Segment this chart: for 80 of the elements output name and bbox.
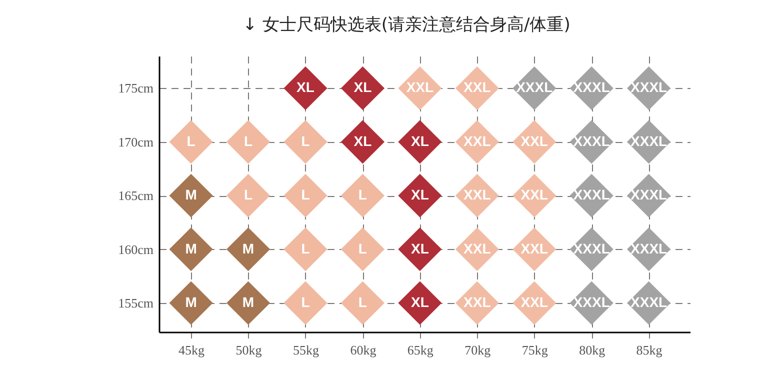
point — [169, 281, 213, 325]
y-tick-label: 155cm — [118, 296, 154, 311]
point — [169, 120, 213, 164]
text: XXL — [464, 132, 491, 149]
point — [284, 66, 328, 110]
text: L — [244, 186, 253, 203]
y-tick-label: 160cm — [118, 242, 154, 257]
series-label: XXL — [406, 79, 434, 96]
text: L — [186, 132, 196, 149]
text: XL — [410, 186, 429, 203]
point — [226, 120, 270, 164]
point — [340, 66, 384, 110]
text: L — [244, 132, 253, 149]
text: L — [358, 186, 367, 203]
x-tick-label: 55kg — [292, 342, 320, 358]
text: L — [358, 294, 367, 310]
series-label: XL — [410, 240, 430, 256]
text: XXL — [464, 186, 491, 203]
point — [226, 174, 270, 218]
chart-title: ↓ 女士尺码快选表(请亲注意结合身高/体重) — [242, 15, 570, 35]
text: XXXL — [630, 186, 668, 203]
text: XXXL — [630, 79, 668, 96]
text: XL — [410, 132, 429, 149]
text: XL — [354, 132, 372, 149]
point — [398, 174, 442, 218]
text: XXL — [520, 186, 548, 203]
text: XXXL — [573, 132, 610, 149]
y-tick-label: 175cm — [118, 80, 154, 96]
text: XXXL — [630, 294, 668, 310]
text: M — [185, 294, 197, 310]
point — [284, 174, 328, 218]
point — [169, 228, 213, 272]
x-tick-label: 65kg — [407, 342, 434, 358]
text: M — [185, 186, 197, 203]
text: XXL — [520, 240, 548, 256]
series-label: L — [301, 240, 310, 256]
point — [398, 228, 442, 272]
text: M — [242, 240, 254, 256]
text: M — [242, 294, 254, 310]
text: L — [301, 294, 310, 310]
series-label: M — [185, 240, 197, 256]
text: XXL — [520, 132, 548, 149]
text: XXXL — [573, 294, 610, 310]
point — [284, 281, 328, 325]
text: XXL — [464, 294, 491, 310]
y-tick-label: 165cm — [118, 188, 154, 204]
text: XL — [296, 79, 314, 96]
point — [169, 174, 213, 218]
x-tick-label: 70kg — [464, 342, 492, 358]
x-tick-label: 85kg — [636, 342, 663, 358]
point — [284, 228, 328, 272]
point — [340, 174, 384, 218]
point — [398, 120, 442, 164]
point — [340, 281, 384, 325]
x-tick-label: 60kg — [350, 342, 377, 358]
text: XXL — [464, 79, 491, 96]
text: L — [301, 186, 310, 203]
x-tick-label: 80kg — [579, 342, 606, 358]
text: XL — [410, 294, 429, 310]
text: XXXL — [573, 79, 610, 96]
text: XXXL — [630, 240, 668, 256]
text: L — [358, 240, 367, 256]
point — [340, 228, 384, 272]
point — [226, 228, 270, 272]
text: XXXL — [516, 79, 553, 96]
point — [226, 281, 270, 325]
point — [340, 120, 384, 164]
x-tick-label: 75kg — [522, 342, 548, 358]
text: XL — [354, 79, 372, 96]
point — [284, 120, 328, 164]
series-label: XXXL — [573, 240, 610, 256]
text: XXXL — [573, 186, 610, 203]
x-tick-label: 50kg — [236, 342, 262, 358]
y-tick-label: 170cm — [118, 134, 154, 150]
text: XXL — [464, 240, 491, 256]
text: XXXL — [630, 132, 668, 149]
text: L — [301, 132, 310, 149]
x-tick-label: 45kg — [178, 342, 206, 358]
point — [398, 281, 442, 325]
text: XXL — [520, 294, 548, 310]
